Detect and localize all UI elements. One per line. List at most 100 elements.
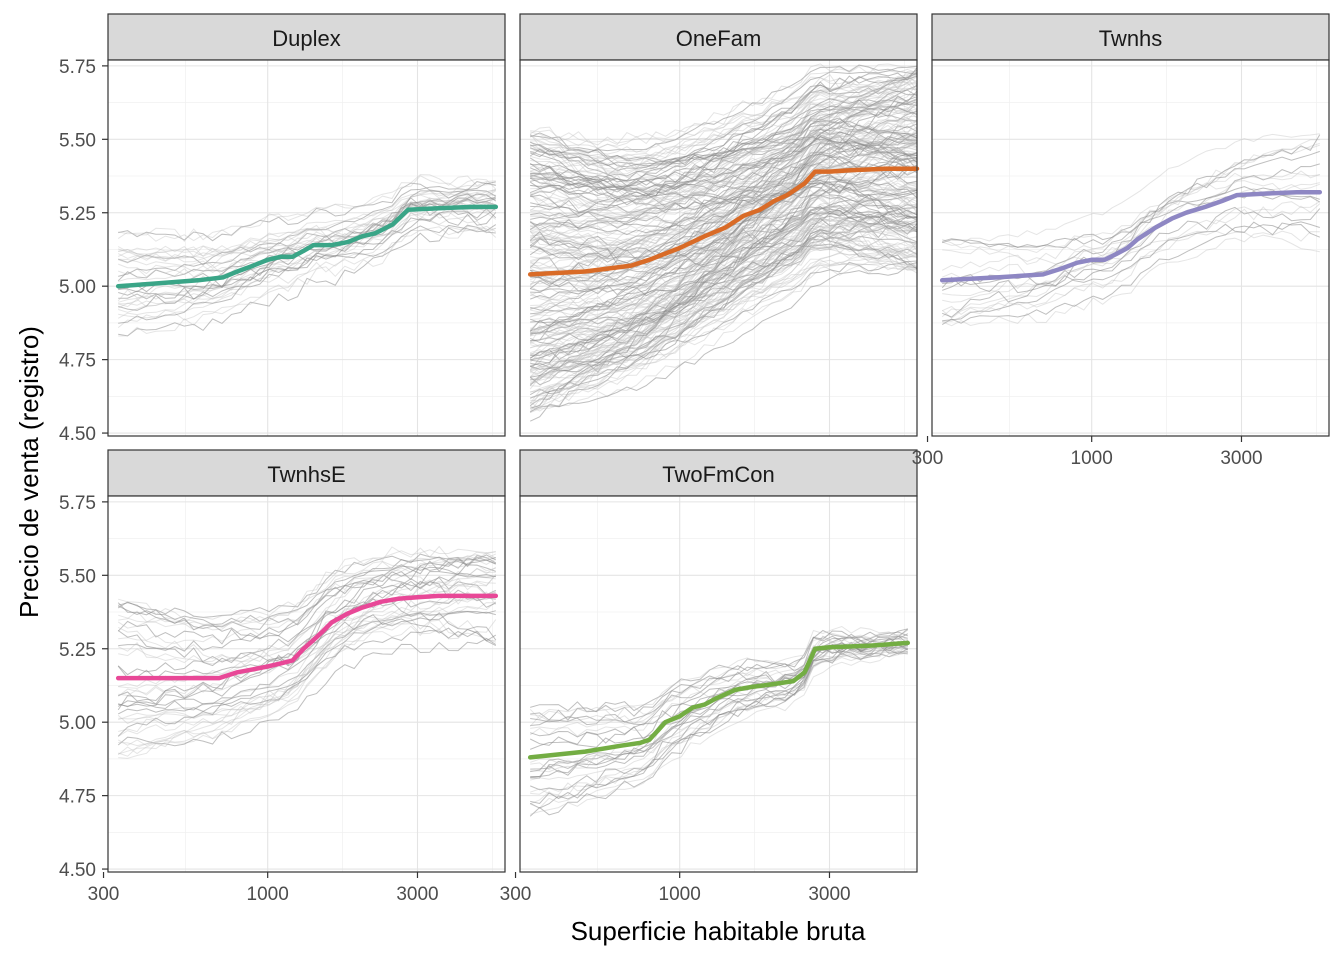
ice-curve (529, 94, 918, 246)
facet-panel-duplex: Duplex (107, 13, 506, 437)
ice-curve (530, 65, 918, 194)
ice-curve (529, 101, 918, 378)
ice-curve (529, 76, 918, 146)
ice-curve (117, 557, 496, 676)
ice-curve (118, 225, 497, 321)
ice-curve (530, 228, 918, 334)
ice-curve (529, 197, 918, 253)
ice-curve (529, 209, 918, 261)
facet-panels: Duplex OneFam Twnhs TwnhsE TwoFmCon (107, 13, 1330, 873)
ice-curve (942, 230, 1320, 265)
ice-curve (530, 644, 908, 738)
ice-curve (530, 196, 918, 337)
pdp-mean-line (527, 640, 911, 760)
ice-curve (118, 559, 496, 627)
ice-curve (529, 141, 918, 383)
ice-curve (118, 195, 497, 337)
x-tick-label: 1000 (659, 884, 701, 905)
ice-curve (529, 635, 909, 720)
ice-curve (530, 90, 918, 279)
ice-curve (117, 594, 497, 680)
panel-border (519, 495, 918, 873)
ice-curve (529, 136, 918, 198)
ice-curve (529, 104, 918, 238)
ice-curve (529, 132, 918, 386)
panel-border (107, 495, 506, 873)
ice-curve (530, 157, 918, 378)
ice-curve (529, 143, 918, 337)
ice-curve (530, 630, 908, 726)
ice-curve (530, 241, 918, 321)
ice-curve (530, 96, 918, 409)
ice-curve (530, 652, 908, 770)
ice-curve (529, 207, 918, 410)
ice-curve (530, 135, 918, 200)
ice-curve (530, 647, 908, 795)
ice-curve (529, 85, 918, 413)
ice-curve (117, 610, 496, 715)
ice-curve (530, 74, 918, 273)
ice-curve (941, 221, 1320, 326)
ice-curve (529, 92, 918, 286)
ice-curve (530, 77, 918, 155)
ice-curve (117, 189, 496, 328)
ice-curve (941, 221, 1320, 294)
ice-curve (530, 184, 918, 393)
ice-curve (530, 643, 909, 796)
ice-curve (530, 244, 918, 325)
ice-curve (117, 594, 497, 755)
ice-curve (118, 201, 497, 266)
ice-curve (529, 63, 918, 180)
ice-curve (529, 109, 918, 405)
x-tick-label: 3000 (1220, 448, 1262, 469)
ice-curve (117, 620, 496, 672)
ice-curve (529, 102, 918, 212)
ice-curve (118, 226, 497, 308)
ice-curve (529, 152, 918, 231)
ice-curve (117, 573, 497, 645)
ice-curve (530, 120, 918, 191)
ice-curve (529, 183, 918, 347)
facet-strip (107, 13, 506, 61)
panel-background (520, 496, 917, 872)
y-tick-label: 5.75 (59, 493, 96, 514)
ice-curve (118, 553, 497, 652)
ice-curve (530, 206, 918, 266)
ice-curve (530, 86, 918, 170)
panel-border (107, 59, 506, 437)
ice-curve (529, 251, 918, 360)
ice-curve (530, 209, 918, 345)
ice-curve (118, 224, 496, 337)
ice-curve (530, 154, 918, 220)
y-axis-label: Precio de venta (registro) (14, 326, 44, 618)
x-tick-label: 300 (500, 884, 532, 905)
ice-curve (530, 170, 918, 207)
facet-strip-label: Twnhs (1099, 26, 1163, 51)
ice-curve (530, 103, 918, 294)
x-tick-label: 300 (912, 448, 944, 469)
ice-curve (118, 182, 496, 277)
ice-curve (530, 225, 918, 342)
y-tick-label: 5.25 (59, 640, 96, 661)
ice-curve (117, 199, 497, 260)
ice-curve (530, 164, 918, 233)
ice-curve (530, 191, 918, 399)
ice-curve (529, 248, 918, 308)
ice-curve (530, 238, 918, 294)
ice-curve (530, 218, 918, 331)
ice-curve (530, 69, 918, 387)
ice-curve (530, 225, 918, 357)
ice-curve (118, 182, 497, 242)
ice-curve (530, 76, 918, 239)
ice-curve (117, 175, 497, 243)
pdp-mean-line (115, 204, 499, 289)
panel-background (108, 496, 505, 872)
ice-curve (529, 97, 918, 231)
ice-curve (530, 63, 918, 149)
ice-curve (117, 565, 496, 626)
ice-curve (530, 71, 918, 252)
x-tick-label: 300 (88, 884, 120, 905)
ice-curve (529, 265, 918, 413)
ice-curve (942, 180, 1320, 279)
